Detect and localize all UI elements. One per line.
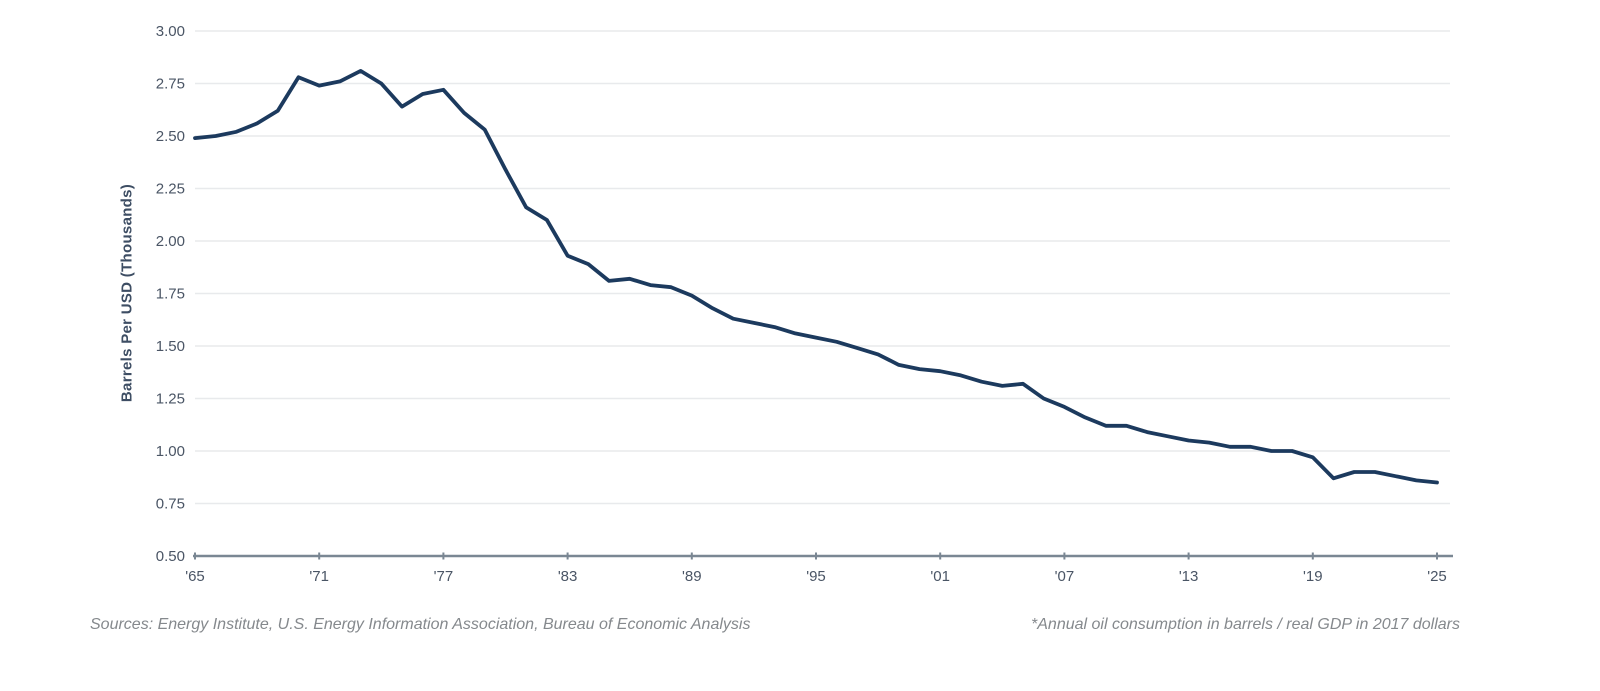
- sources-note: Sources: Energy Institute, U.S. Energy I…: [90, 616, 751, 633]
- footnote: *Annual oil consumption in barrels / rea…: [1031, 616, 1460, 633]
- line-chart: 0.50 0.75 1.00 1.25 1.50 1.75 2.00 2.25 2.50 2.75…: [156, 23, 1453, 585]
- y-tick-label: 1.25: [156, 391, 185, 408]
- x-tick-label: '83: [558, 568, 578, 585]
- y-tick-label: 1.00: [156, 443, 185, 460]
- x-tick-label: '77: [434, 568, 454, 585]
- x-tick-label: '95: [806, 568, 826, 585]
- x-tick-label: '13: [1179, 568, 1199, 585]
- data-line: [193, 69, 1439, 485]
- y-axis-title: Barrels Per USD (Thousands): [118, 183, 136, 403]
- footer-row: Sources: Energy Institute, U.S. Energy I…: [0, 616, 1600, 640]
- y-tick-label: 3.00: [156, 23, 185, 40]
- y-tick-label: 0.75: [156, 496, 185, 513]
- y-tick-label: 2.75: [156, 76, 185, 93]
- y-tick-label: 1.50: [156, 338, 185, 355]
- y-tick-label: 2.00: [156, 233, 185, 250]
- x-tick-label: '71: [309, 568, 329, 585]
- x-tick-label: '65: [185, 568, 205, 585]
- y-tick-label: 0.50: [156, 548, 185, 565]
- x-tick-label: '19: [1303, 568, 1323, 585]
- x-tick-label: '89: [682, 568, 702, 585]
- y-tick-label: 2.25: [156, 181, 185, 198]
- x-tick-label: '07: [1055, 568, 1075, 585]
- x-tick-label: '01: [930, 568, 950, 585]
- y-tick-label: 1.75: [156, 286, 185, 303]
- y-tick-label: 2.50: [156, 128, 185, 145]
- x-tick-label: '25: [1427, 568, 1447, 585]
